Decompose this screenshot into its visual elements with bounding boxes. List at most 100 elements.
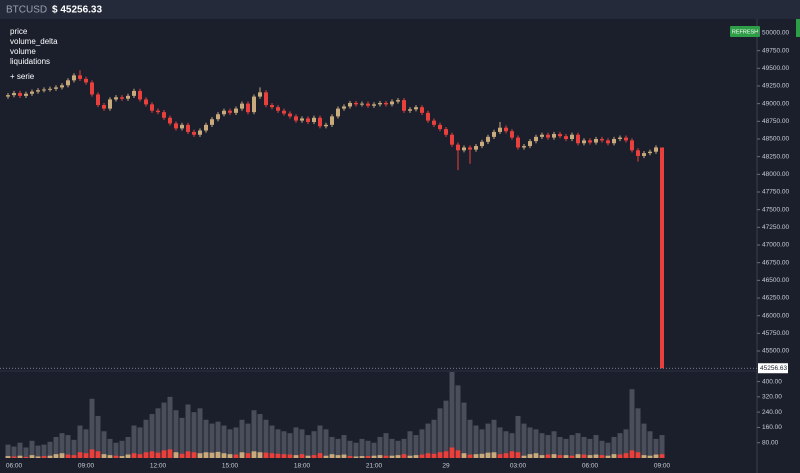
candle-body [414,107,418,110]
volume-delta-bar [563,455,569,458]
top-bar [0,0,800,19]
volume-bar [407,431,413,458]
candle-body [594,138,598,143]
volume-bar [611,436,617,458]
volume-delta-bar [653,454,659,458]
candle-body [630,140,634,151]
candle-body [12,93,16,96]
current-price: $ 45256.33 [52,5,102,16]
volume-bar [629,389,635,458]
volume-delta-bar [353,456,359,458]
volume-bar [371,442,377,458]
volume-bar [395,440,401,458]
volume-bar [5,444,11,458]
volume-delta-bar [53,454,59,458]
volume-delta-bar [47,455,53,458]
legend-item[interactable]: volume [10,47,36,56]
volume-bar [491,419,497,458]
volume-bar [479,429,485,458]
volume-bar [179,417,185,458]
volume-delta-bar [311,455,317,458]
volume-delta-bar [89,449,95,458]
volume-delta-bar [347,456,353,458]
x-tick-label: 15:00 [222,463,239,470]
volume-tick-label: 320.00 [762,394,782,401]
volume-delta-bar [287,454,293,458]
volume-delta-bar [341,454,347,458]
legend-item[interactable]: liquidations [10,57,50,66]
candle-body [474,146,478,150]
volume-bar [593,435,599,458]
y-tick-label: 48000.00 [762,171,789,178]
candle-body [558,134,562,137]
volume-tick-label: 400.00 [762,378,782,385]
y-tick-label: 48500.00 [762,136,789,143]
volume-bar [89,398,95,458]
legend-item[interactable]: volume_delta [10,37,58,46]
candle-body [294,116,298,121]
candle-body [540,134,544,137]
candle-body [306,118,310,123]
volume-bar [287,433,293,458]
volume-delta-bar [41,456,47,458]
candle-body [492,131,496,137]
y-tick-label: 50000.00 [762,30,789,37]
volume-delta-bar [437,452,443,458]
candle-body [42,89,46,91]
volume-bar [251,410,257,458]
volume-delta-bar [227,454,233,458]
candle-body [642,153,646,156]
volume-bar [203,419,209,458]
volume-bar [533,429,539,458]
candle-body [186,124,190,132]
volume-bar [383,433,389,458]
volume-bar [647,431,653,458]
refresh-button[interactable] [730,26,760,37]
candle-body [354,102,358,105]
volume-bar [443,400,449,458]
volume-delta-bar [5,456,11,458]
volume-delta-bar [17,455,23,458]
volume-bar [425,423,431,458]
volume-delta-bar [389,455,395,458]
y-tick-label: 49250.00 [762,83,789,90]
volume-delta-bar [221,453,227,458]
volume-bar [323,429,329,458]
volume-delta-bar [215,451,221,458]
volume-delta-bar [581,454,587,458]
volume-bar [461,402,467,458]
volume-bar [29,440,35,458]
candle-body [408,109,412,111]
add-serie[interactable]: + serie [10,72,35,81]
volume-delta-bar [35,456,41,458]
candle-body [654,147,658,152]
volume-delta-bar [233,454,239,458]
volume-bar [515,415,521,458]
candle-body [504,127,508,132]
volume-bar [95,415,101,458]
candle-body [282,110,286,114]
volume-delta-bar [155,452,161,458]
candle-body [144,99,148,105]
volume-bar [329,436,335,458]
candle-body [636,150,640,156]
candle-body [438,124,442,130]
volume-delta-bar [413,455,419,458]
candle-body [528,141,532,147]
volume-tick-label: 160.00 [762,424,782,431]
legend-item[interactable]: price [10,27,28,36]
y-tick-label: 48750.00 [762,118,789,125]
volume-delta-bar [119,456,125,458]
volume-delta-bar [611,454,617,458]
candle-body [108,99,112,109]
volume-delta-bar [647,455,653,458]
candle-body [348,102,352,107]
candle-body [48,88,52,90]
volume-bar [35,445,41,458]
candle-body [54,87,58,89]
candle-body [360,103,364,105]
refresh-label[interactable]: REFRESH [732,29,758,35]
volume-bar [215,421,221,458]
